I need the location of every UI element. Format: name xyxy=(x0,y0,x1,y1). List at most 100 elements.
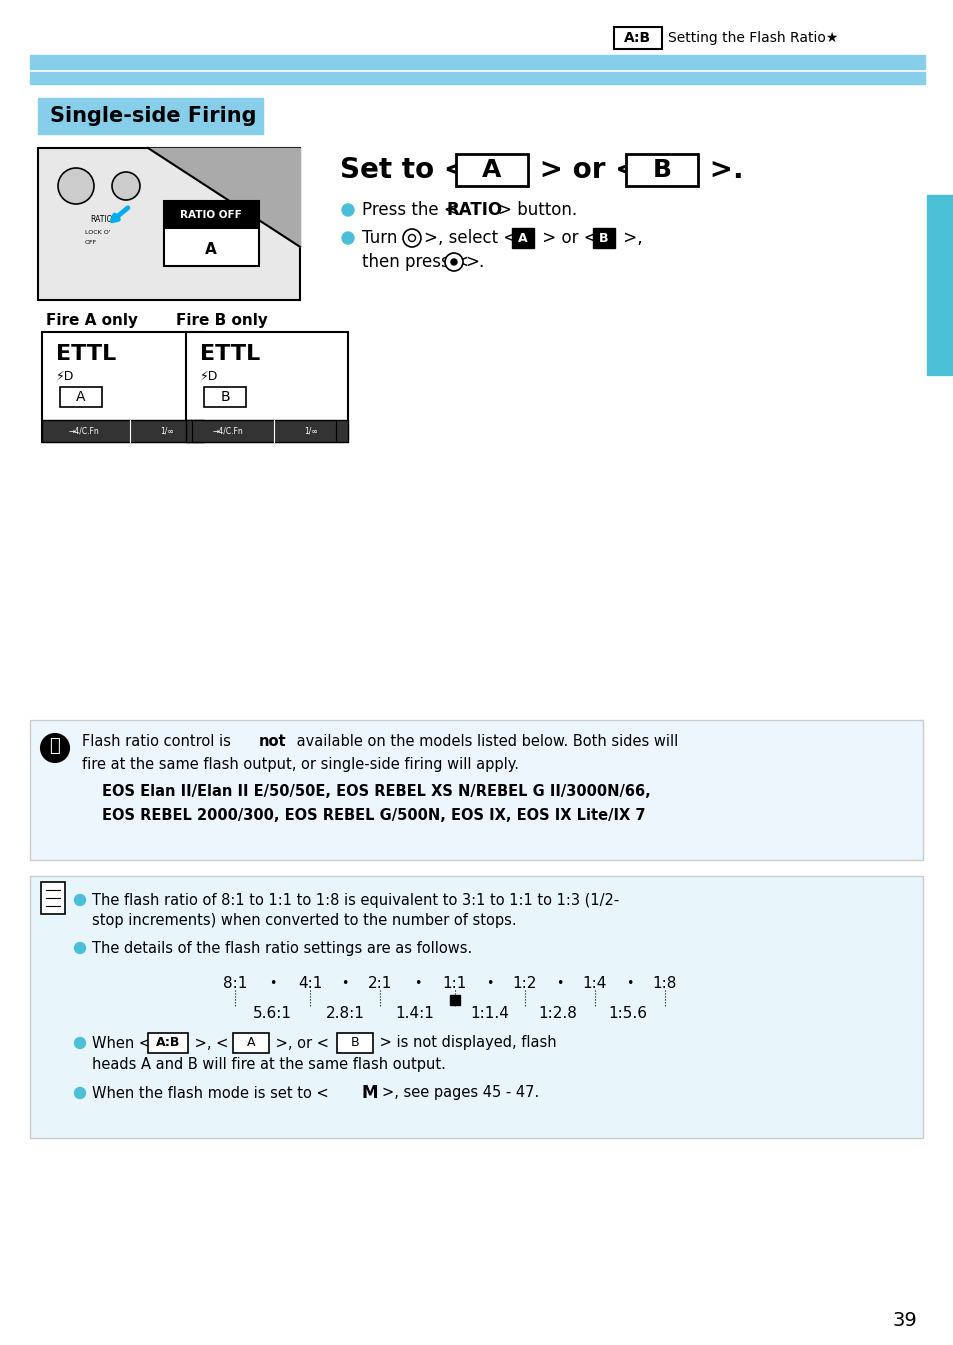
Text: >, or <: >, or < xyxy=(271,1036,334,1050)
Text: RATIO OFF: RATIO OFF xyxy=(180,210,242,221)
Text: •: • xyxy=(556,976,563,990)
Circle shape xyxy=(408,234,416,242)
Text: Flash ratio control is: Flash ratio control is xyxy=(82,734,235,749)
Text: EOS Elan II/Elan II E/50/50E, EOS REBEL XS N/REBEL G II/3000N/66,: EOS Elan II/Elan II E/50/50E, EOS REBEL … xyxy=(102,784,650,799)
Bar xyxy=(30,73,924,83)
Text: B: B xyxy=(652,157,671,182)
Text: A: A xyxy=(247,1037,255,1049)
Bar xyxy=(164,202,258,266)
Bar xyxy=(450,995,459,1005)
Text: ⚡D: ⚡D xyxy=(200,370,218,382)
Bar xyxy=(186,332,348,443)
Text: RATIO: RATIO xyxy=(447,200,502,219)
Text: Setting the Flash Ratio★: Setting the Flash Ratio★ xyxy=(667,31,838,44)
Bar xyxy=(456,153,527,186)
Circle shape xyxy=(444,253,462,270)
Text: 1:2.8: 1:2.8 xyxy=(538,1006,577,1021)
Text: A: A xyxy=(517,231,527,245)
Text: >.: >. xyxy=(464,253,484,270)
Text: > or <: > or < xyxy=(530,156,647,184)
Text: When <: When < xyxy=(91,1036,155,1050)
Bar xyxy=(60,387,102,408)
Text: > or <: > or < xyxy=(537,229,602,247)
Circle shape xyxy=(58,168,94,204)
Circle shape xyxy=(74,894,86,905)
Text: 39: 39 xyxy=(892,1310,917,1329)
Text: 1:5.6: 1:5.6 xyxy=(608,1006,647,1021)
Text: 1:8: 1:8 xyxy=(652,975,677,990)
Bar xyxy=(38,148,299,300)
Circle shape xyxy=(402,229,420,247)
Text: >.: >. xyxy=(700,156,742,184)
Text: EOS REBEL 2000/300, EOS REBEL G/500N, EOS IX, EOS IX Lite/IX 7: EOS REBEL 2000/300, EOS REBEL G/500N, EO… xyxy=(102,808,645,823)
Text: A: A xyxy=(482,157,501,182)
Text: 1:1: 1:1 xyxy=(442,975,467,990)
Bar xyxy=(336,1033,373,1053)
Circle shape xyxy=(41,734,69,763)
Text: Turn <: Turn < xyxy=(361,229,416,247)
Text: •: • xyxy=(626,976,633,990)
Text: then press <: then press < xyxy=(361,253,469,270)
Circle shape xyxy=(74,943,86,954)
Text: 1:4: 1:4 xyxy=(582,975,606,990)
Text: •: • xyxy=(414,976,420,990)
Bar xyxy=(164,202,258,229)
Circle shape xyxy=(74,1088,86,1099)
Text: A:B: A:B xyxy=(155,1037,180,1049)
Text: 1.4:1: 1.4:1 xyxy=(395,1006,434,1021)
Text: 8:1: 8:1 xyxy=(223,975,247,990)
Text: A: A xyxy=(205,242,217,257)
Bar xyxy=(148,1033,188,1053)
Text: Press the <: Press the < xyxy=(361,200,457,219)
Bar xyxy=(186,420,348,443)
Bar xyxy=(512,229,534,247)
Text: 2.8:1: 2.8:1 xyxy=(325,1006,364,1021)
Text: ⚡D: ⚡D xyxy=(56,370,74,382)
Text: >, see pages 45 - 47.: >, see pages 45 - 47. xyxy=(381,1085,538,1100)
Text: 5.6:1: 5.6:1 xyxy=(253,1006,292,1021)
Text: not: not xyxy=(258,734,286,749)
Text: Fire A only: Fire A only xyxy=(46,312,138,327)
Text: The flash ratio of 8:1 to 1:1 to 1:8 is equivalent to 3:1 to 1:1 to 1:3 (1/2-: The flash ratio of 8:1 to 1:1 to 1:8 is … xyxy=(91,893,618,908)
Bar xyxy=(233,1033,269,1053)
Text: 1:2: 1:2 xyxy=(513,975,537,990)
Text: Fire B only: Fire B only xyxy=(176,312,268,327)
Text: ⓘ: ⓘ xyxy=(50,737,60,755)
Bar xyxy=(625,153,698,186)
Text: B: B xyxy=(598,231,608,245)
Bar xyxy=(38,98,263,134)
Text: •: • xyxy=(269,976,276,990)
Text: 1/∞: 1/∞ xyxy=(160,426,173,436)
Text: →4/C.Fn: →4/C.Fn xyxy=(213,426,243,436)
Text: 1/∞: 1/∞ xyxy=(304,426,317,436)
Text: 1:1.4: 1:1.4 xyxy=(470,1006,509,1021)
Text: ETTL: ETTL xyxy=(200,344,260,364)
Text: A:B: A:B xyxy=(624,31,651,44)
Bar xyxy=(204,387,246,408)
Text: M: M xyxy=(361,1084,377,1102)
Text: ETTL: ETTL xyxy=(56,344,116,364)
Text: > is not displayed, flash: > is not displayed, flash xyxy=(375,1036,556,1050)
Bar xyxy=(926,195,953,375)
Text: •: • xyxy=(486,976,493,990)
Text: LOCK O': LOCK O' xyxy=(85,230,111,235)
Circle shape xyxy=(341,231,354,243)
Bar xyxy=(42,332,204,443)
Circle shape xyxy=(451,260,456,265)
Text: heads A and B will fire at the same flash output.: heads A and B will fire at the same flas… xyxy=(91,1057,445,1072)
Polygon shape xyxy=(148,148,299,246)
Bar xyxy=(593,229,615,247)
Circle shape xyxy=(74,1037,86,1049)
Text: >,: >, xyxy=(618,229,642,247)
Text: 4:1: 4:1 xyxy=(297,975,322,990)
Text: B: B xyxy=(351,1037,359,1049)
Bar xyxy=(30,55,924,69)
Circle shape xyxy=(112,172,140,200)
Text: Single-side Firing: Single-side Firing xyxy=(50,106,256,126)
Text: When the flash mode is set to <: When the flash mode is set to < xyxy=(91,1085,329,1100)
Text: •: • xyxy=(341,976,349,990)
Bar xyxy=(42,420,204,443)
Text: A: A xyxy=(76,390,86,403)
Text: OFF: OFF xyxy=(85,241,97,246)
Text: >, select <: >, select < xyxy=(423,229,522,247)
